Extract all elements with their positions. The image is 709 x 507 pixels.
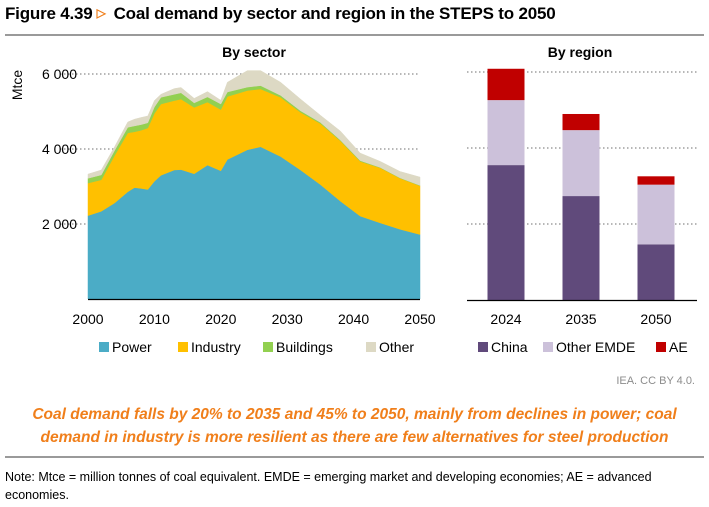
region-bars [487,68,675,300]
figure-number: Figure 4.39 [5,4,93,23]
bar-2035-other-emde [562,130,600,197]
legend-swatch-china [478,342,488,352]
legend-swatch-industry [178,342,188,352]
credit-text: IEA. CC BY 4.0. [616,375,695,387]
region-xtick-label: 2050 [640,311,671,327]
bar-2024-other-emde [487,100,525,166]
legend-label-buildings: Buildings [276,339,333,355]
legend-label-ae: AE [669,339,688,355]
region-legend: China Other EMDE AE [478,339,688,355]
sector-areas [87,70,421,300]
triangle-right-icon: ▷ [96,6,106,20]
legend-label-china: China [491,339,528,355]
bar-2024-china [487,165,525,300]
legend-label-power: Power [112,339,152,355]
sector-xtick-label: 2040 [338,311,369,327]
figure-title: Figure 4.39 ▷ Coal demand by sector and re… [5,4,556,24]
sector-xtick-label: 2050 [404,311,435,327]
sector-axes: 2000 2010 2020 2030 2040 2050 [72,298,436,327]
bottom-divider [5,456,704,458]
sector-xtick-label: 2030 [272,311,303,327]
sector-xtick-label: 2020 [205,311,236,327]
bar-2050-ae [637,176,675,185]
region-xtick-label: 2024 [490,311,521,327]
sector-xtick-label: 2010 [139,311,170,327]
figure-title-text: Coal demand by sector and region in the … [113,4,556,23]
legend-swatch-other [366,342,376,352]
y-axis-label: Mtce [9,70,25,101]
top-divider [5,34,704,36]
area-other [87,70,421,186]
caption-line-1: Coal demand falls by 20% to 2035 and 45%… [32,406,677,423]
caption-line-2: demand in industry is more resilient as … [40,429,669,446]
legend-label-industry: Industry [191,339,241,355]
region-panel-title: By region [547,44,613,60]
legend-swatch-buildings [263,342,273,352]
sector-legend: Power Industry Buildings Other [99,339,414,355]
bar-2050-other-emde [637,184,675,245]
sector-ytick-label: 2 000 [42,216,77,232]
chart-canvas: 2 000 4 000 6 000 2000 2010 2020 2030 2040 2050… [9,66,697,355]
bar-2050-china [637,244,675,300]
bar-2035-ae [562,113,600,131]
bar-2024-ae [487,68,525,101]
legend-swatch-other-emde [543,342,553,352]
region-axes: 2024 2035 2050 [467,299,697,327]
sector-panel-title: By sector [222,44,286,60]
region-xtick-label: 2035 [565,311,596,327]
figure-caption: Coal demand falls by 20% to 2035 and 45%… [0,403,709,449]
legend-swatch-power [99,342,109,352]
note-text: Note: Mtce = million tonnes of coal equi… [5,470,652,502]
bar-2035-china [562,196,600,300]
legend-label-other-emde: Other EMDE [556,339,635,355]
legend-swatch-ae [656,342,666,352]
sector-ytick-label: 6 000 [42,66,77,82]
sector-xtick-label: 2000 [72,311,103,327]
sector-ytick-label: 4 000 [42,141,77,157]
legend-label-other: Other [379,339,414,355]
